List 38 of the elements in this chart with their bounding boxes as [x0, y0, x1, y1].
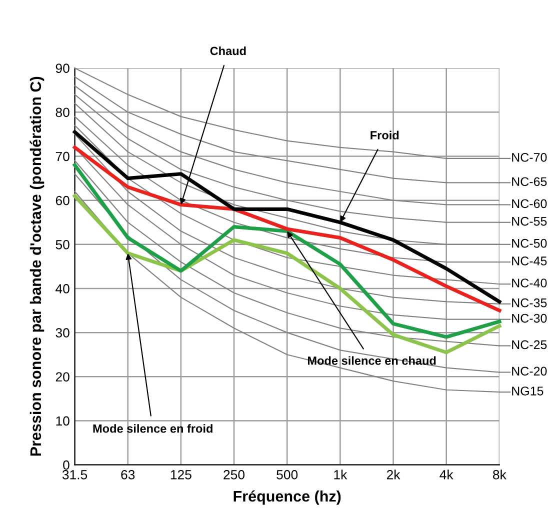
y-tick-label: 0: [63, 460, 70, 470]
x-tick-label: 1k: [334, 470, 348, 480]
annotation: Mode silence en chaud: [308, 356, 436, 365]
x-tick-label: 250: [224, 470, 245, 480]
x-tick-label: 2k: [386, 470, 400, 480]
y-tick-label: 40: [56, 284, 70, 294]
legend-label: NC-25: [512, 340, 547, 350]
legend-label: NC-55: [512, 216, 547, 226]
line-series: [72, 194, 502, 354]
legend-label: NC-40: [512, 278, 547, 288]
x-tick-label: 125: [170, 470, 192, 480]
legend-label: NG15: [512, 386, 544, 396]
x-tick-label: 63: [121, 470, 135, 480]
y-tick-label: 20: [56, 372, 70, 382]
x-tick-label: 8k: [493, 470, 506, 480]
y-tick-label: 80: [56, 108, 70, 118]
annotation: Froid: [370, 130, 399, 140]
legend-label: NC-30: [512, 314, 547, 323]
y-tick-label: 90: [56, 64, 70, 73]
legend-label: NC-65: [512, 177, 547, 186]
legend-label: NC-35: [512, 298, 547, 308]
annotation: Mode silence en froid: [93, 424, 212, 433]
x-tick-label: 31.5: [62, 470, 88, 480]
y-tick-label: 30: [56, 328, 70, 338]
y-tick-label: 70: [56, 152, 70, 162]
legend-label: NC-70: [512, 152, 547, 162]
annotation: Chaud: [210, 46, 246, 56]
y-tick-label: 10: [56, 416, 70, 426]
legend-label: NC-60: [512, 199, 547, 208]
legend-label: NC-50: [512, 238, 547, 248]
legend-label: NC-20: [512, 366, 547, 376]
y-tick-label: 50: [56, 240, 70, 250]
y-axis-title: Pression sonore par bande d'octave (pondération C): [30, 76, 44, 456]
x-axis-title: Fréquence (hz): [234, 490, 341, 505]
x-tick-label: 500: [276, 470, 298, 480]
legend-label: NC-45: [512, 256, 547, 266]
x-tick-label: 4k: [440, 470, 454, 480]
y-tick-label: 60: [56, 196, 70, 206]
